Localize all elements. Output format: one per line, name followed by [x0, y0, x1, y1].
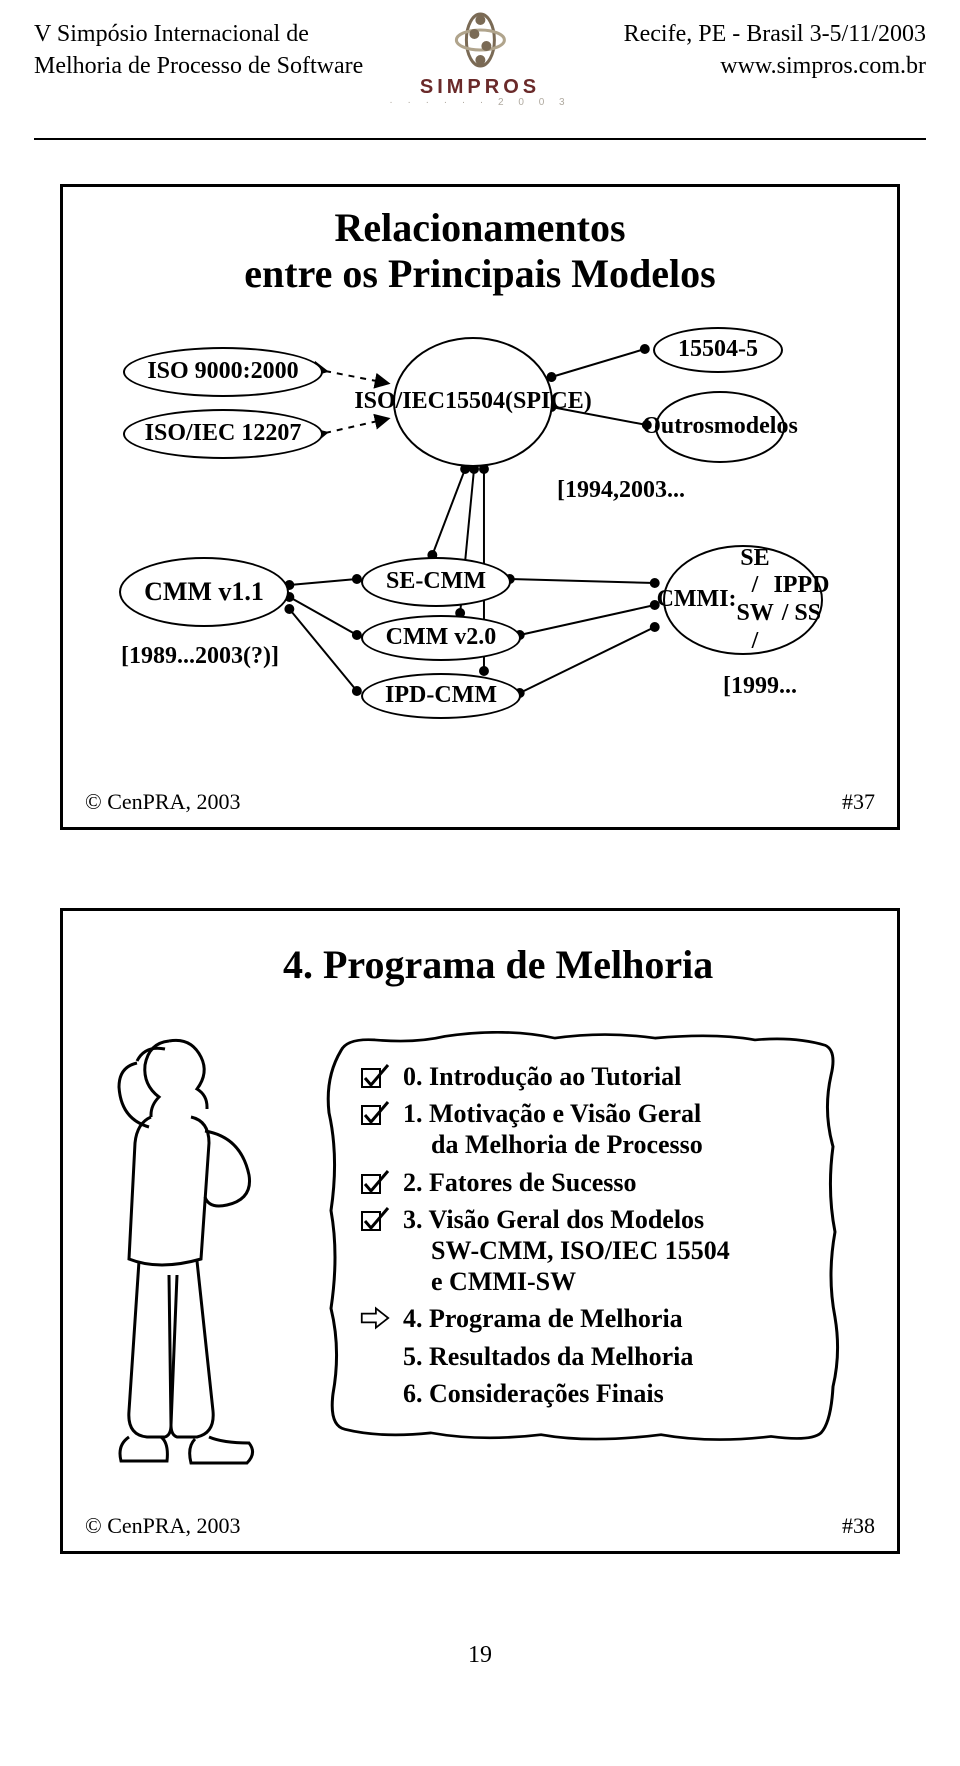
slide1-number: #37: [842, 789, 875, 815]
header-right-line2: www.simpros.com.br: [720, 53, 926, 79]
agenda-item-5: 5. Resultados da Melhoria: [357, 1341, 809, 1372]
agenda-item-2: 2. Fatores de Sucesso: [357, 1167, 809, 1198]
header-left: V Simpósio Internacional de Melhoria de …: [34, 18, 363, 83]
simpros-logo: SIMPROS · · · · · · 2 0 0 3: [389, 10, 570, 108]
blank-icon: [357, 1378, 393, 1408]
agenda-list: 0. Introdução ao Tutorial 1. Motivação e …: [357, 1061, 809, 1409]
header-right: Recife, PE - Brasil 3-5/11/2003 www.simp…: [624, 18, 926, 83]
node-iso9000: ISO 9000:2000: [123, 347, 323, 397]
agenda-item-6: 6. Considerações Finais: [357, 1378, 809, 1409]
page-header: V Simpósio Internacional de Melhoria de …: [0, 0, 960, 140]
node-iec12207: ISO/IEC 12207: [123, 409, 323, 459]
node-n15504_5: 15504-5: [653, 327, 783, 373]
agenda-board: 0. Introdução ao Tutorial 1. Motivação e …: [323, 1031, 843, 1449]
agenda-text: 5. Resultados da Melhoria: [403, 1341, 809, 1372]
check-icon: [357, 1167, 393, 1197]
logo-text: SIMPROS: [389, 76, 570, 99]
slide2-number: #38: [842, 1513, 875, 1539]
page: V Simpósio Internacional de Melhoria de …: [0, 0, 960, 1699]
check-icon: [357, 1098, 393, 1128]
check-icon: [357, 1204, 393, 1234]
slide1-title-line1: Relacionamentos: [334, 205, 625, 250]
page-number: 19: [0, 1632, 960, 1699]
agenda-item-3: 3. Visão Geral dos ModelosSW-CMM, ISO/IE…: [357, 1204, 809, 1298]
agenda-text: 0. Introdução ao Tutorial: [403, 1061, 809, 1092]
agenda-text: 1. Motivação e Visão Geralda Melhoria de…: [403, 1098, 809, 1160]
slide2-copyright: © CenPRA, 2003: [85, 1513, 240, 1539]
logo-year: · · · · · · 2 0 0 3: [389, 97, 570, 108]
agenda-text: 4. Programa de Melhoria: [403, 1303, 809, 1334]
agenda-text: 6. Considerações Finais: [403, 1378, 809, 1409]
node-cmm20: CMM v2.0: [361, 615, 521, 661]
agenda-text: 3. Visão Geral dos ModelosSW-CMM, ISO/IE…: [403, 1204, 809, 1298]
label-yr_spice: [1994,2003...: [557, 477, 685, 505]
blank-icon: [357, 1341, 393, 1371]
header-left-line2: Melhoria de Processo de Software: [34, 53, 363, 79]
slide-2-inner: 4. Programa de Melhoria: [63, 911, 897, 1551]
agenda-item-0: 0. Introdução ao Tutorial: [357, 1061, 809, 1092]
header-right-line1: Recife, PE - Brasil 3-5/11/2003: [624, 21, 926, 47]
slide-1-wrap: Relacionamentos entre os Principais Mode…: [60, 184, 900, 830]
header-rule: [34, 138, 926, 140]
node-ipdcmm: IPD-CMM: [361, 673, 521, 719]
slide-2: 4. Programa de Melhoria: [60, 908, 900, 1554]
agenda-item-1: 1. Motivação e Visão Geralda Melhoria de…: [357, 1098, 809, 1160]
slide1-title-line2: entre os Principais Modelos: [244, 251, 715, 296]
node-cmm11: CMM v1.1: [119, 557, 289, 627]
node-cmmi: CMMI:SE / SW /IPPD / SS: [663, 545, 823, 655]
node-outros: Outrosmodelos: [655, 391, 785, 463]
arrow-icon: [357, 1303, 393, 1333]
slide-1: Relacionamentos entre os Principais Mode…: [60, 184, 900, 830]
header-left-line1: V Simpósio Internacional de: [34, 21, 309, 47]
node-spice: ISO/IEC15504(SPICE): [393, 337, 553, 467]
slide-1-inner: Relacionamentos entre os Principais Mode…: [63, 187, 897, 827]
person-icon: [99, 1031, 309, 1491]
slide2-title: 4. Programa de Melhoria: [63, 911, 897, 988]
person-figure: [99, 1031, 309, 1496]
slide1-copyright: © CenPRA, 2003: [85, 789, 240, 815]
logo-icon: [444, 10, 516, 74]
node-secmm: SE-CMM: [361, 557, 511, 607]
slide1-title: Relacionamentos entre os Principais Mode…: [63, 187, 897, 297]
agenda-text: 2. Fatores de Sucesso: [403, 1167, 809, 1198]
slide-2-wrap: 4. Programa de Melhoria: [60, 908, 900, 1554]
label-yr_cmm11: [1989...2003(?)]: [121, 643, 279, 671]
check-icon: [357, 1061, 393, 1091]
agenda-item-4: 4. Programa de Melhoria: [357, 1303, 809, 1334]
label-yr_cmmi: [1999...: [723, 673, 797, 701]
